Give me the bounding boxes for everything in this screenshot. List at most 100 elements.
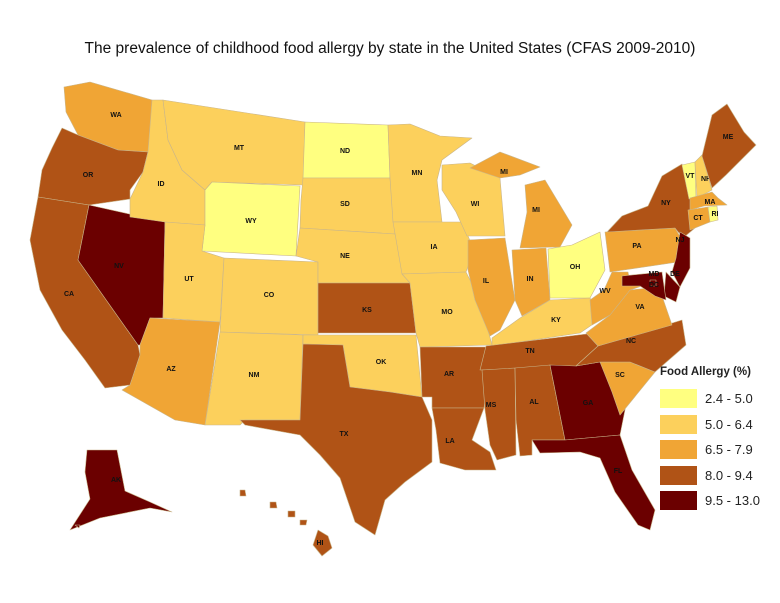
state-ar: AR — [419, 346, 493, 409]
state-shape — [663, 271, 681, 303]
state-shape — [467, 237, 516, 337]
state-label: NV — [114, 263, 124, 270]
state-label: CT — [693, 215, 703, 222]
state-label: VT — [686, 173, 696, 180]
state-label: MO — [441, 309, 453, 316]
state-fl: FL — [531, 434, 656, 531]
state-shape — [401, 271, 493, 348]
map-title: The prevalence of childhood food allergy… — [84, 40, 696, 57]
state-shape — [707, 205, 719, 223]
state-label: WV — [599, 288, 611, 295]
state-label: SD — [340, 201, 350, 208]
state-label: LA — [445, 438, 454, 445]
state-shape — [37, 127, 149, 206]
state-label: UT — [184, 276, 194, 283]
state-de: DE — [663, 271, 681, 303]
legend-item: 9.5 - 13.0 — [660, 488, 760, 514]
state-pa: PA — [604, 227, 683, 273]
legend-label: 2.4 - 5.0 — [705, 391, 753, 407]
state-label: WY — [245, 218, 257, 225]
state-label: ID — [158, 181, 165, 188]
state-az: AZ — [121, 317, 221, 426]
state-oh: OH — [547, 231, 606, 299]
state-label: PA — [632, 243, 641, 250]
state-shape — [269, 501, 278, 509]
state-label: AR — [444, 371, 454, 378]
state-label: SC — [615, 372, 625, 379]
state-shape — [74, 524, 81, 529]
state-label: FL — [614, 468, 623, 475]
state-shape — [481, 367, 517, 461]
state-hi: HI — [239, 489, 333, 557]
state-shape — [649, 279, 657, 287]
state-shape — [121, 317, 221, 426]
state-la: LA — [431, 407, 497, 471]
state-label: MI — [500, 169, 508, 176]
state-label: MN — [412, 170, 423, 177]
state-label: AK — [111, 477, 121, 484]
state-label: MT — [234, 145, 245, 152]
state-nh: NH — [694, 154, 713, 199]
state-shape — [694, 154, 713, 199]
legend-swatch — [660, 491, 697, 511]
legend-label: 8.0 - 9.4 — [705, 467, 753, 483]
state-label: KS — [362, 307, 372, 314]
state-label: NE — [340, 253, 350, 260]
state-dc: DC — [649, 279, 659, 289]
state-label: TX — [340, 431, 349, 438]
state-label: MD — [649, 271, 660, 278]
state-nd: ND — [302, 121, 391, 179]
legend-label: 9.5 - 13.0 — [705, 493, 760, 509]
state-label: MI — [532, 207, 540, 214]
state-label: GA — [583, 400, 594, 407]
state-label: DC — [649, 282, 659, 289]
state-label: MS — [486, 402, 497, 409]
state-shape — [299, 519, 308, 526]
state-shape — [387, 123, 473, 223]
state-label: CO — [264, 292, 275, 299]
state-label: NM — [249, 372, 260, 379]
state-shape — [621, 271, 667, 301]
state-mo: MO — [401, 271, 493, 348]
state-co: CO — [219, 257, 319, 336]
state-nm: NM — [204, 331, 304, 426]
state-mi-upper: MI — [469, 151, 541, 179]
legend-item: 8.0 - 9.4 — [660, 463, 760, 489]
state-shape — [239, 343, 433, 536]
legend-swatch — [660, 440, 697, 460]
state-sd: SD — [299, 177, 396, 235]
state-label: NY — [661, 200, 671, 207]
state-shape — [239, 489, 247, 497]
state-label: NJ — [676, 237, 685, 244]
state-label: ND — [340, 148, 350, 155]
state-shape — [575, 319, 687, 373]
state-me: ME — [701, 103, 757, 189]
state-shape — [547, 231, 606, 299]
legend-label: 6.5 - 7.9 — [705, 442, 753, 458]
state-label: KY — [551, 317, 561, 324]
state-shape — [701, 103, 757, 189]
state-label: WI — [471, 201, 480, 208]
state-label: TN — [525, 348, 534, 355]
state-label: RI — [712, 211, 719, 218]
state-label: NC — [626, 338, 636, 345]
state-ri: RI — [707, 205, 719, 223]
legend-title: Food Allergy (%) — [660, 366, 751, 378]
state-label: IA — [431, 244, 438, 251]
state-shape — [69, 449, 173, 531]
legend-item: 2.4 - 5.0 — [660, 386, 760, 412]
state-label: ME — [723, 134, 734, 141]
legend-swatch — [660, 389, 697, 409]
state-in: IN — [511, 247, 551, 317]
state-ak: AK — [69, 449, 173, 531]
state-label: AL — [529, 399, 539, 406]
state-label: HI — [317, 540, 324, 547]
state-il: IL — [467, 237, 516, 337]
state-shape — [531, 434, 656, 531]
state-ct: CT — [687, 206, 711, 231]
state-mi-lower: MI — [519, 179, 573, 249]
state-shape — [604, 227, 683, 273]
state-shape — [519, 179, 573, 249]
